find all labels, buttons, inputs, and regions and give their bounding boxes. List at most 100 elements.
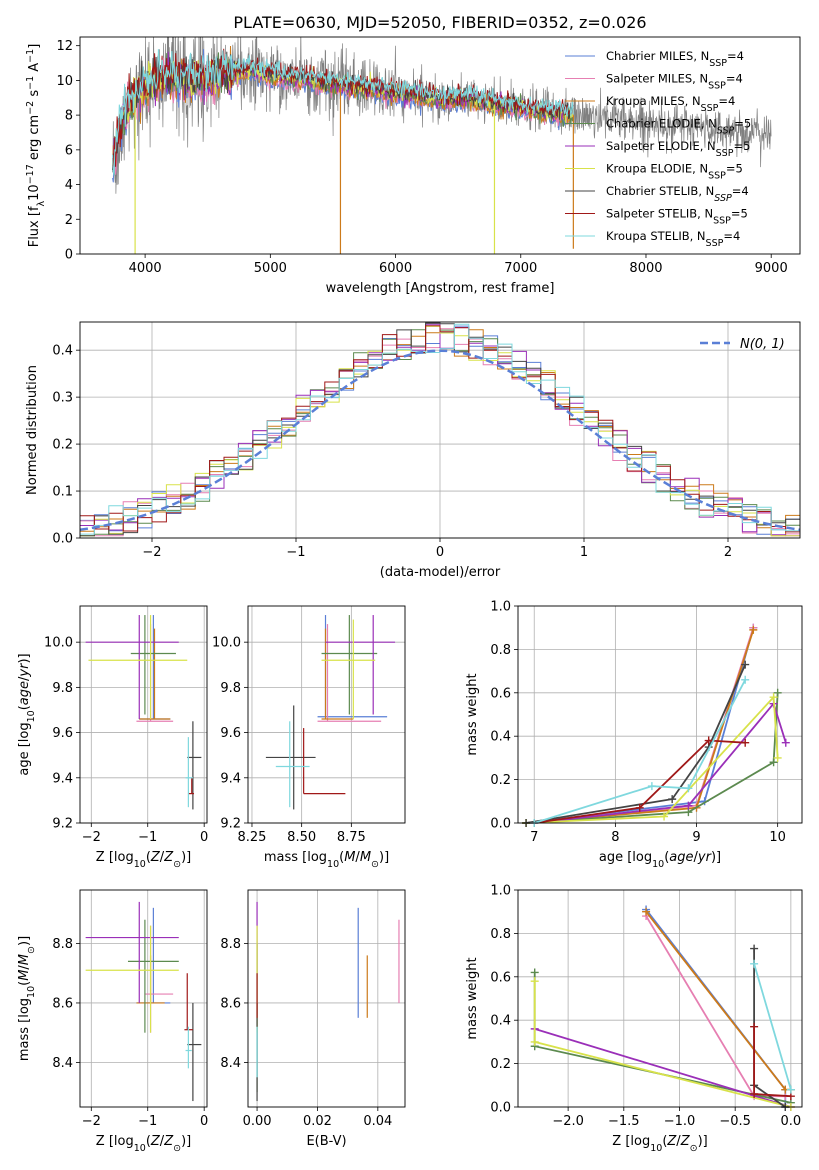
error-bar-salpeter-stelib (188, 777, 195, 795)
weight-line-kroupa-miles (645, 911, 791, 1091)
y-tick-label: 6 (65, 143, 73, 158)
y-tick-label: 0.0 (490, 817, 511, 832)
x-tick-label: 9 (692, 830, 700, 845)
x-tick-label: −1.5 (608, 1114, 640, 1129)
y-tick-label: 9.6 (220, 726, 241, 741)
x-tick-label: −1 (286, 545, 305, 560)
figure-title: PLATE=0630, MJD=52050, FIBERID=0352, z=0… (233, 13, 646, 32)
x-tick-label: 8000 (629, 261, 662, 276)
spectrum-lines (112, 37, 772, 254)
y-tick-label: 9.8 (220, 681, 241, 696)
x-tick-label: 0 (436, 545, 444, 560)
x-tick-label: 6000 (379, 261, 412, 276)
axes-frame (517, 605, 803, 824)
legend-label: Salpeter STELIB, NSSP=5 (606, 207, 748, 227)
legend-label: Kroupa MILES, NSSP=4 (606, 94, 735, 114)
chart-panels: 4000 5000 6000 7000 8000 9000024681012wavelen… (17, 36, 803, 1154)
x-tick-label: −1 (138, 830, 157, 845)
mass-vs-z-panel: −2 −1 0 8.4 8.6 8.8 Z [log10(Z/Z⊙)] mass [log10… (17, 889, 208, 1154)
x-tick-label: −1.0 (664, 1114, 696, 1129)
x-axis-label: wavelength [Angstrom, rest frame] (326, 281, 555, 296)
y-tick-label: 10.0 (212, 636, 241, 651)
weight-line-chabrier-elodie (533, 972, 792, 1104)
y-tick-label: 12 (56, 39, 73, 54)
error-bar-kroupa-stelib (185, 1026, 192, 1069)
y-tick-label: 0.4 (490, 730, 511, 745)
y-tick-label: 0.6 (490, 970, 511, 985)
y-tick-label: 0.8 (490, 643, 511, 658)
spectrum-legend: Chabrier MILES, NSSP=4 Salpeter MILES, NS… (565, 49, 751, 249)
x-axis-label: Z [log10(Z/Z⊙)] (96, 1134, 191, 1154)
weight-line-kroupa-elodie (533, 981, 792, 1108)
axes-frame (247, 605, 406, 824)
model-spectrum-kroupa-stelib (112, 49, 574, 176)
weight-marker (773, 688, 782, 697)
weight-marker (530, 977, 539, 986)
weight-lines (530, 905, 795, 1111)
weight-marker (786, 1085, 795, 1094)
error-bars (85, 615, 202, 810)
error-bars (256, 901, 400, 1102)
x-tick-label: 8.25 (237, 830, 266, 845)
weight-marker (704, 736, 713, 745)
legend-label: Kroupa ELODIE, NSSP=5 (606, 162, 743, 182)
y-tick-label: 8.4 (52, 1056, 73, 1071)
x-tick-label: 1 (580, 545, 588, 560)
x-tick-label: 8 (611, 830, 619, 845)
x-axis-label: mass [log10(M/M⊙)] (264, 850, 389, 870)
y-tick-label: 0.2 (490, 1057, 511, 1072)
x-tick-label: 9000 (755, 261, 788, 276)
x-axis-label: (data-model)/error (380, 565, 501, 580)
y-tick-label: 1.0 (490, 884, 511, 899)
legend-label: Salpeter ELODIE, NSSP=5 (606, 139, 750, 159)
error-bar-salpeter-elodie (325, 615, 396, 715)
y-tick-label: 9.8 (52, 681, 73, 696)
weight-line-kroupa-stelib (533, 679, 746, 824)
weight-line-salpeter-stelib (534, 739, 746, 824)
weight-marker (635, 803, 644, 812)
y-tick-label: 9.2 (220, 817, 241, 832)
weight-line-salpeter-elodie (534, 1028, 792, 1108)
weight-marker (750, 959, 759, 968)
histogram-salpeter-elodie (80, 323, 800, 537)
error-bar-chabrier-elodie (127, 919, 179, 1033)
weight-marker (741, 660, 750, 669)
y-axis-label: mass weight (465, 957, 480, 1039)
histogram-steps (80, 322, 800, 537)
x-tick-label: 4000 (129, 261, 162, 276)
axes-frame (79, 605, 208, 824)
y-tick-label: 10.0 (44, 636, 73, 651)
y-axis-label: mass [log10(M/M⊙)] (17, 936, 37, 1061)
weight-marker (749, 625, 758, 634)
x-tick-label: 5000 (254, 261, 287, 276)
weight-line-kroupa-elodie (526, 694, 779, 824)
error-bar-salpeter-stelib (184, 973, 193, 1031)
x-axis-label: Z [log10(Z/Z⊙)] (612, 1134, 707, 1154)
error-bar-salpeter-stelib (303, 728, 346, 795)
y-tick-label: 8.8 (220, 937, 241, 952)
weight-marker (530, 968, 539, 977)
error-bar-chabrier-elodie (130, 615, 176, 715)
x-tick-label: −0.5 (719, 1114, 751, 1129)
legend-label: Chabrier STELIB, NSSP=4 (606, 184, 749, 204)
y-tick-label: 8.6 (220, 996, 241, 1011)
y-axis-label: Normed distribution (25, 365, 40, 495)
y-tick-label: 0.4 (52, 344, 73, 359)
error-bar-salpeter-miles (144, 925, 174, 1033)
x-tick-label: 0.0 (781, 1114, 802, 1129)
axes-frame (517, 889, 803, 1108)
y-tick-label: 8.4 (220, 1056, 241, 1071)
weight-marker (647, 782, 656, 791)
axes-frame (79, 321, 801, 539)
y-tick-label: 8 (65, 109, 73, 124)
weight-marker (668, 795, 677, 804)
weight-line-salpeter-elodie (534, 701, 787, 824)
error-bar-chabrier-miles (136, 907, 171, 1004)
x-tick-label: 8.75 (337, 830, 366, 845)
axes-frame (247, 889, 406, 1108)
error-bar-salpeter-miles (317, 624, 382, 722)
y-tick-label: 0.2 (52, 438, 73, 453)
legend-label: Chabrier MILES, NSSP=4 (606, 49, 744, 69)
y-tick-label: 0.6 (490, 686, 511, 701)
